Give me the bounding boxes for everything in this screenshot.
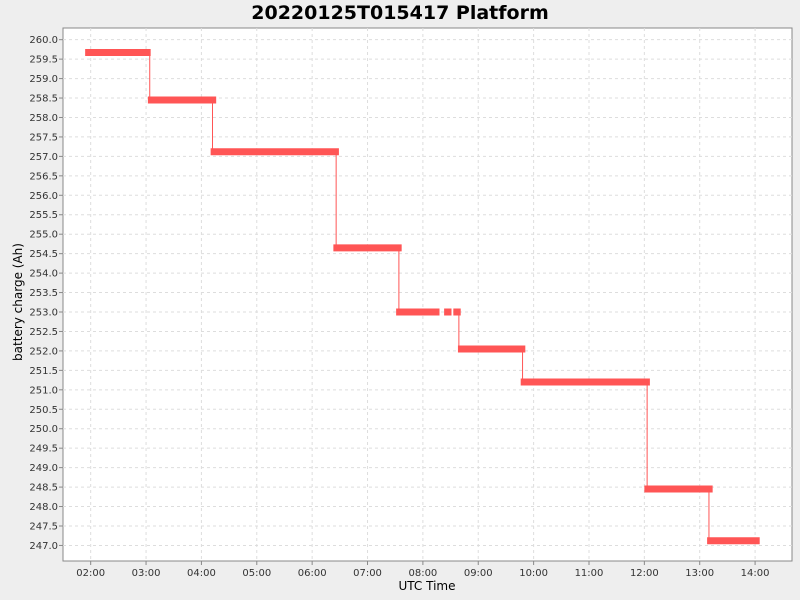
y-tick-label: 257.5	[29, 132, 58, 143]
x-tick-label: 03:00	[132, 568, 161, 579]
x-tick-label: 10:00	[519, 568, 548, 579]
y-tick-label: 254.5	[29, 249, 58, 260]
y-tick-label: 259.0	[29, 74, 58, 85]
x-tick-label: 08:00	[408, 568, 437, 579]
y-tick-label: 247.5	[29, 521, 58, 532]
y-tick-label: 256.5	[29, 171, 58, 182]
y-tick-label: 259.5	[29, 55, 58, 66]
y-tick-label: 257.0	[29, 152, 58, 163]
y-tick-label: 250.5	[29, 405, 58, 416]
plot-area	[62, 27, 793, 562]
y-tick-label: 260.0	[29, 35, 58, 46]
y-tick-label: 252.5	[29, 327, 58, 338]
y-tick-label: 251.5	[29, 366, 58, 377]
x-tick-label: 05:00	[242, 568, 271, 579]
x-tick-label: 14:00	[741, 568, 770, 579]
axis-ticks: 02:00 03:00 04:00 05:00 06:00 07:00 08:00 09:00…	[29, 35, 769, 579]
y-tick-label: 247.0	[29, 541, 58, 552]
x-tick-label: 09:00	[464, 568, 493, 579]
y-tick-label: 248.5	[29, 483, 58, 494]
y-tick-label: 252.0	[29, 346, 58, 357]
y-tick-label: 258.5	[29, 94, 58, 105]
x-tick-label: 07:00	[353, 568, 382, 579]
y-tick-label: 250.0	[29, 424, 58, 435]
grid-lines	[63, 28, 792, 561]
y-tick-label: 248.0	[29, 502, 58, 513]
x-tick-label: 06:00	[298, 568, 327, 579]
series-battery-charge	[85, 49, 760, 545]
x-axis-label: UTC Time	[399, 579, 456, 593]
y-tick-label: 251.0	[29, 385, 58, 396]
y-tick-label: 253.5	[29, 288, 58, 299]
x-tick-label: 11:00	[575, 568, 604, 579]
y-tick-label: 249.5	[29, 444, 58, 455]
y-tick-label: 253.0	[29, 308, 58, 319]
y-tick-label: 254.0	[29, 269, 58, 280]
x-tick-label: 12:00	[630, 568, 659, 579]
y-tick-label: 255.5	[29, 210, 58, 221]
y-axis-label: battery charge (Ah)	[11, 243, 25, 361]
y-tick-label: 258.0	[29, 113, 58, 124]
x-tick-label: 02:00	[76, 568, 105, 579]
chart-title: 20220125T015417 Platform	[251, 2, 549, 24]
y-tick-label: 249.0	[29, 463, 58, 474]
y-tick-label: 255.0	[29, 230, 58, 241]
x-tick-label: 13:00	[685, 568, 714, 579]
x-tick-label: 04:00	[187, 568, 216, 579]
y-tick-label: 256.0	[29, 191, 58, 202]
